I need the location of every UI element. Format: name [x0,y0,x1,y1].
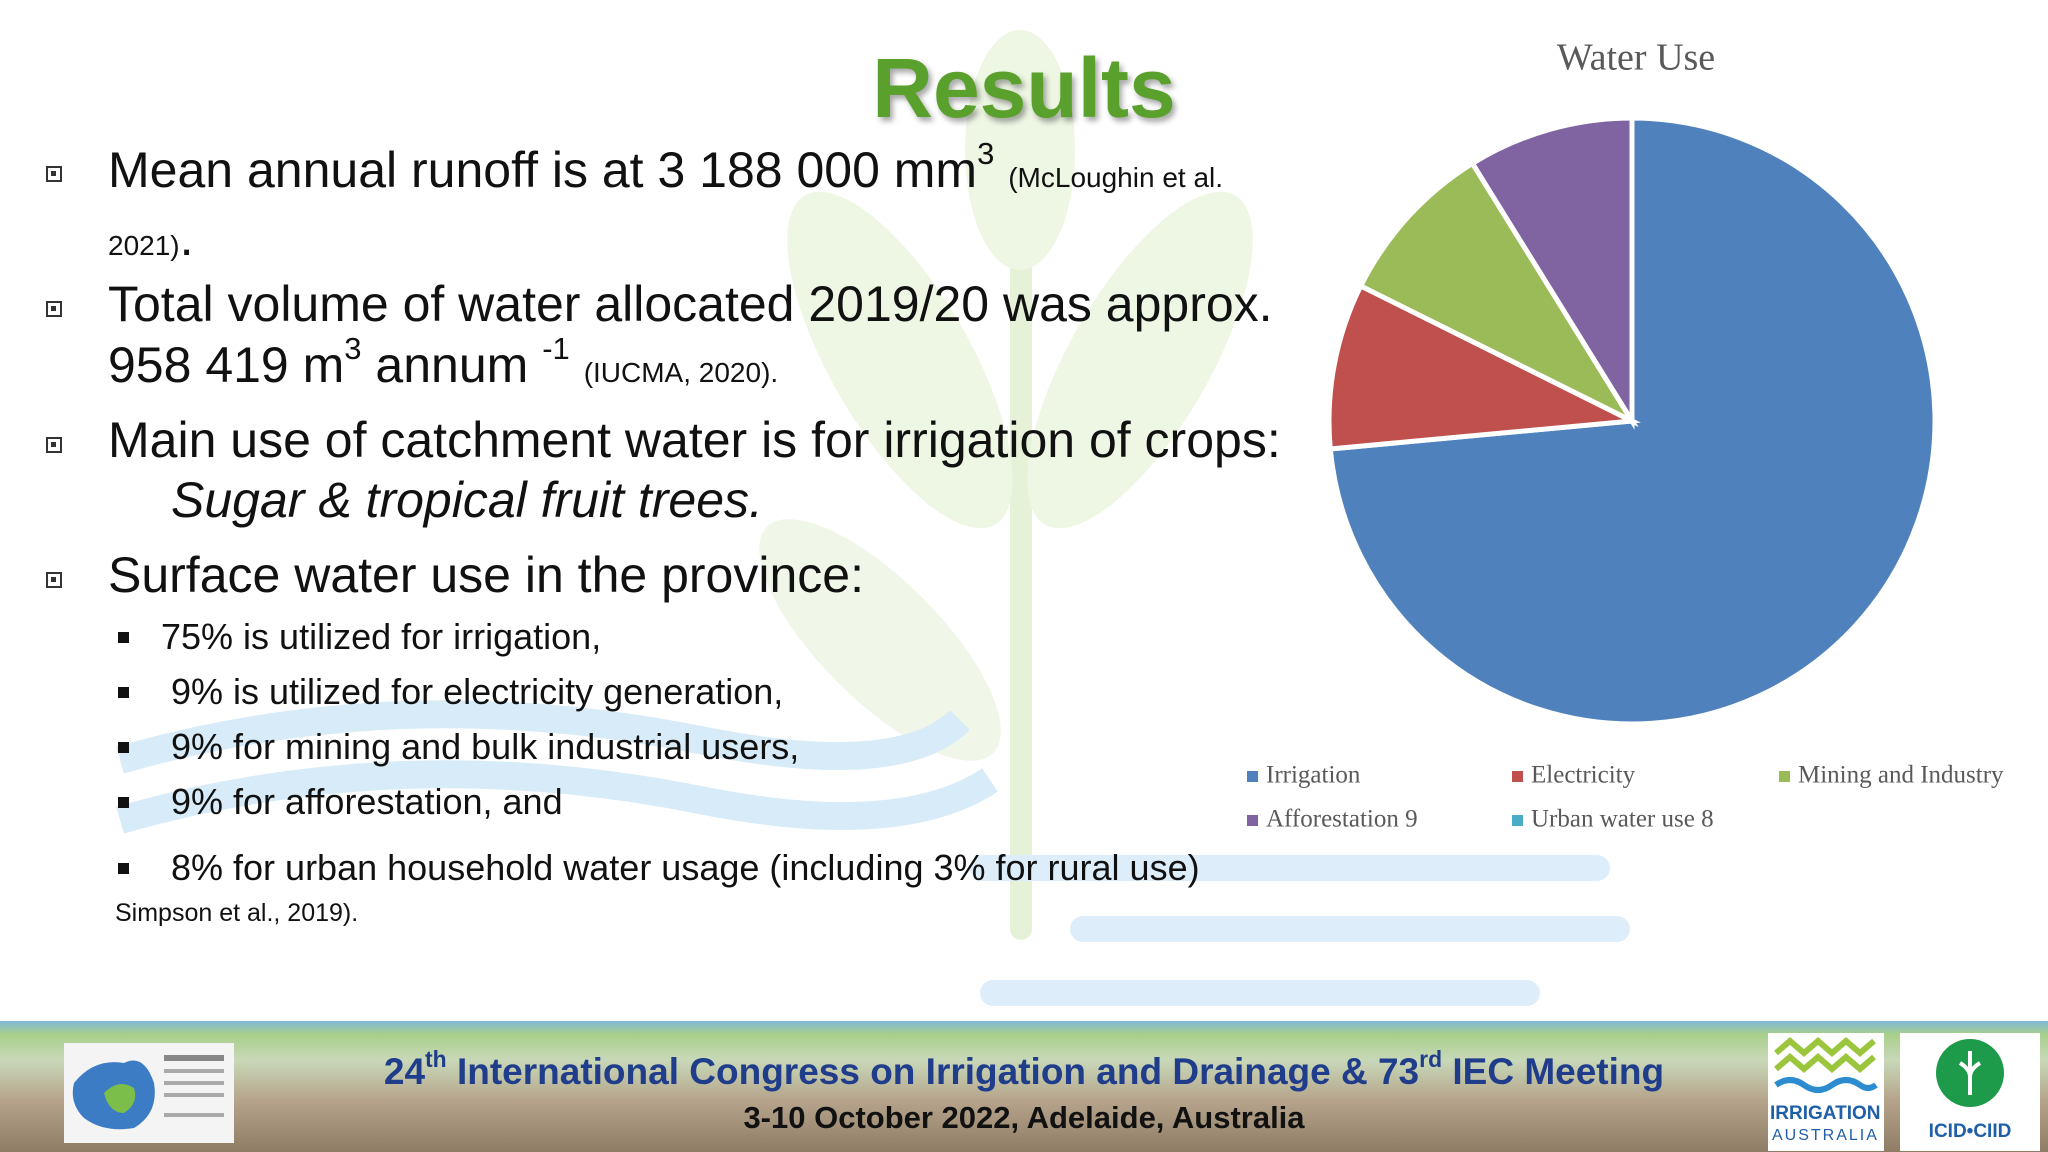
superscript: -1 [542,330,570,366]
legend-swatch [1512,815,1523,826]
legend-label: Mining and Industry [1798,762,2004,789]
legend-swatch [1779,771,1790,782]
legend-label: Electricity [1531,762,1636,789]
superscript: 3 [977,135,995,171]
text: International Congress on Irrigation and… [446,1051,1420,1092]
citation: (McLoughin et al. [1008,162,1224,193]
text: Mean annual runoff is at 3 188 000 mm [108,142,978,198]
citation: 2021) [108,230,180,261]
bullet-marker [46,572,62,588]
slide-title: Results [872,41,1176,135]
sub-bullet-marker [118,797,129,808]
sub-bullet-marker [118,687,129,698]
bullet-marker [46,437,62,453]
text: . [179,210,194,266]
bullet-text: Main use of catchment water is for irrig… [108,412,1281,468]
logo-text: IRRIGATION [1770,1103,1881,1124]
chart-title: Water Use [1557,37,1715,79]
bullet-marker [46,166,62,182]
superscript: th [425,1045,447,1072]
logo-text: AUSTRALIA [1772,1127,1879,1144]
text: 24 [383,1051,426,1092]
text: IEC Meeting [1442,1051,1665,1092]
footer: 24th International Congress on Irrigatio… [0,1021,2048,1152]
logo-mark [1936,1039,2004,1107]
irrigation-australia-logo: IRRIGATION AUSTRALIA [1768,1033,1884,1151]
sub-bullet-text: 8% for urban household water usage (incl… [171,847,1200,888]
citation: (IUCMA, 2020). [583,357,779,388]
sub-bullet-text: 9% for mining and bulk industrial users, [171,726,800,767]
bullet-text: Total volume of water allocated 2019/20 … [108,276,1273,332]
legend-label: Urban water use 8 [1531,806,1714,833]
legend-swatch [1247,771,1258,782]
footer-line-1: 24th International Congress on Irrigatio… [0,1046,2048,1093]
sub-bullet-marker [118,863,129,874]
bullet-marker [46,301,62,317]
bullet-text: Mean annual runoff is at 3 188 000 mm3 (… [108,136,1224,208]
logo-text: ICID•CIID [1928,1121,2012,1142]
congress-logo [64,1043,234,1143]
footer-line-2: 3-10 October 2022, Adelaide, Australia [743,1100,1305,1135]
sub-bullet-text: 75% is utilized for irrigation, [161,616,602,657]
sub-bullet-marker [118,742,129,753]
bullet-text: 958 419 m3 annum -1 (IUCMA, 2020). [108,331,779,403]
logo-mark [1774,1037,1878,1093]
pie-slice [1357,159,1639,428]
sub-bullet-marker [118,632,129,643]
icid-logo: ICID•CIID [1900,1033,2040,1151]
legend-swatch [1512,771,1523,782]
bullet-text: Sugar & tropical fruit trees. [171,472,763,528]
bullet-text: 2021). [108,208,194,276]
legend-swatch [1247,815,1258,826]
pie-slice [1469,115,1635,430]
source: Simpson et al., 2019). [115,899,359,927]
superscript: rd [1419,1045,1443,1072]
pie-slice [1326,282,1641,452]
text: 958 419 m [108,337,345,393]
legend-label: Irrigation [1266,762,1361,789]
pie-chart: Water Use Irrigation Electricity Mining an… [1247,37,2004,833]
legend-label: Afforestation 9 [1266,806,1418,833]
sub-bullet-text: 9% is utilized for electricity generatio… [171,671,784,712]
text: annum [361,337,543,393]
bullet-text: Surface water use in the province: [108,547,864,603]
superscript: 3 [344,330,362,366]
sub-bullet-text: 9% for afforestation, and [171,781,563,822]
